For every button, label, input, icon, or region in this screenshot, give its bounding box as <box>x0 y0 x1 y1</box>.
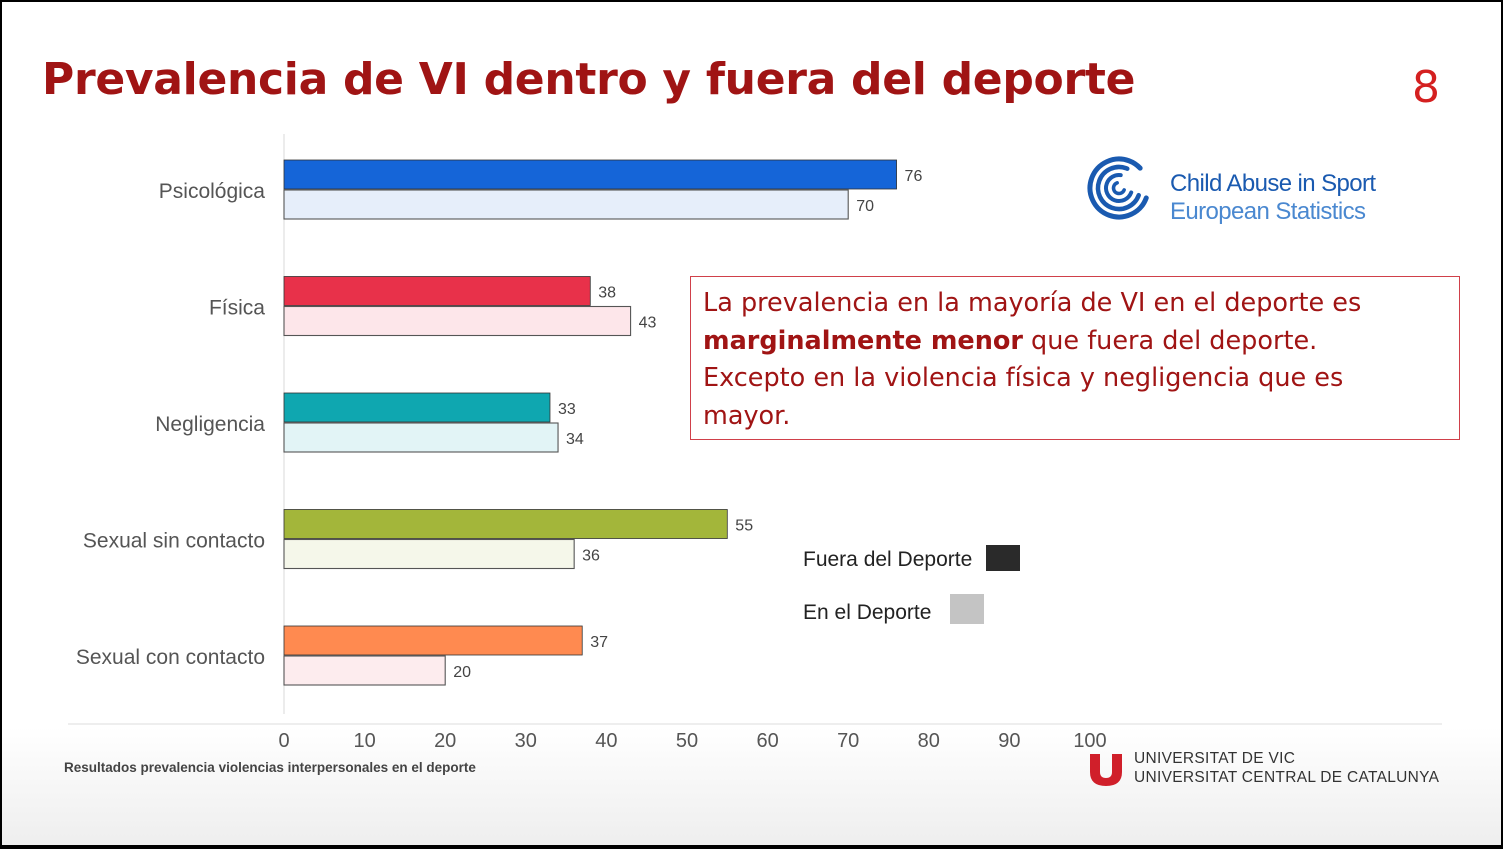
data-label: 43 <box>639 315 657 332</box>
category-label: Sexual con contacto <box>76 646 265 669</box>
data-label: 76 <box>905 168 923 185</box>
data-label: 33 <box>558 401 576 418</box>
page-number: 8 <box>1412 62 1440 113</box>
data-label: 55 <box>735 518 753 535</box>
callout-bold-text: marginalmente menor <box>703 325 1023 356</box>
logo-title: Child Abuse in Sport <box>1170 170 1376 197</box>
x-tick-label: 90 <box>998 730 1020 752</box>
x-tick-label: 80 <box>918 730 940 752</box>
slide-title: Prevalencia de VI dentro y fuera del dep… <box>42 54 1136 105</box>
bar-inside <box>283 305 632 337</box>
callout-line-3: Excepto en la violencia física y neglige… <box>703 363 1344 393</box>
callout-line-2-rest: que fuera del deporte. <box>1022 325 1318 356</box>
x-tick-label: 70 <box>837 730 859 752</box>
bar-outside <box>283 392 551 423</box>
legend-label-inside: En el Deporte <box>803 601 932 624</box>
concentric-c-logo-icon <box>1087 156 1151 220</box>
legend-swatch-inside <box>950 594 984 624</box>
university-u-logo-icon <box>1090 754 1122 786</box>
x-tick-label: 40 <box>595 730 617 752</box>
bar-outside <box>283 276 591 306</box>
data-label: 20 <box>453 664 471 681</box>
bar-outside <box>283 159 897 190</box>
university-name-2: UNIVERSITAT CENTRAL DE CATALUNYA <box>1134 769 1440 786</box>
category-label: Física <box>209 297 265 320</box>
x-tick-label: 30 <box>515 730 537 752</box>
legend-swatch-outside <box>986 545 1020 571</box>
x-tick-label: 50 <box>676 730 698 752</box>
data-label: 38 <box>598 285 616 302</box>
bar-inside <box>283 655 446 686</box>
x-tick-label: 0 <box>278 730 289 752</box>
callout-box: La prevalencia en la mayoría de VI en el… <box>690 276 1460 440</box>
callout-line-1: La prevalencia en la mayoría de VI en el… <box>703 288 1362 318</box>
callout-line-4: mayor. <box>703 400 791 431</box>
category-label: Psicológica <box>159 180 266 203</box>
data-label: 34 <box>566 431 584 448</box>
bar-outside <box>283 625 583 656</box>
university-name-1: UNIVERSITAT DE VIC <box>1134 750 1296 767</box>
category-label: Sexual sin contacto <box>83 530 265 553</box>
x-tick-label: 100 <box>1073 730 1106 752</box>
x-tick-label: 60 <box>756 730 778 752</box>
data-label: 36 <box>582 548 600 565</box>
bar-inside <box>283 538 575 570</box>
bar-inside <box>283 422 559 453</box>
category-label: Negligencia <box>155 413 265 436</box>
data-label: 37 <box>590 634 608 651</box>
bar-outside <box>283 509 728 539</box>
logo-subtitle: European Statistics <box>1170 198 1366 225</box>
data-label: 70 <box>856 198 874 215</box>
x-tick-label: 20 <box>434 730 456 752</box>
legend-label-outside: Fuera del Deporte <box>803 548 973 571</box>
x-tick-label: 10 <box>353 730 375 752</box>
bar-inside <box>283 189 849 220</box>
footnote: Resultados prevalencia violencias interp… <box>64 760 476 775</box>
